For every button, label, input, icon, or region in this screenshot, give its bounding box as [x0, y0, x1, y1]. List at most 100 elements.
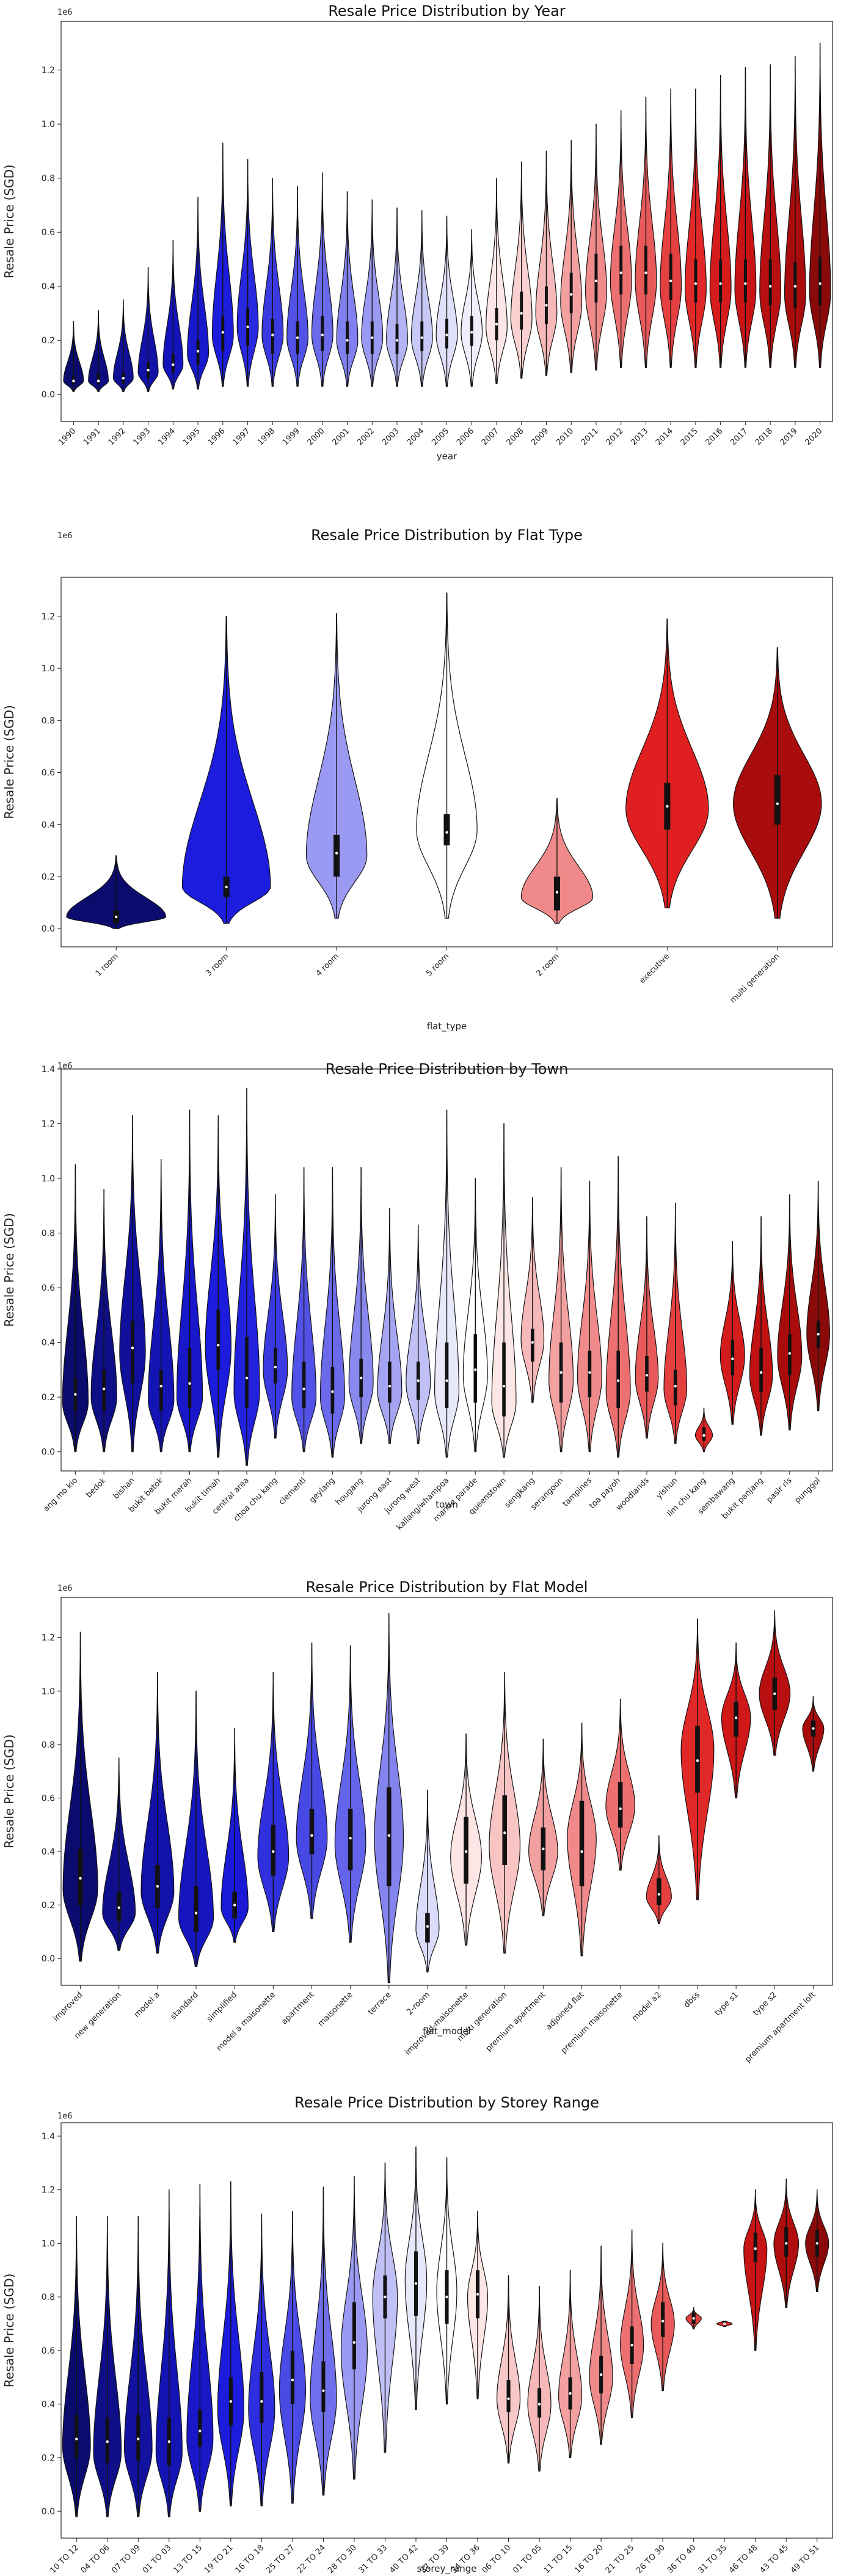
violin-median-20 [545, 304, 548, 307]
violin-median-11 [321, 334, 324, 337]
violin-box-2 [97, 373, 100, 384]
x-tick-label: dbss [682, 1990, 702, 2010]
violin-box-17 [531, 1329, 534, 1362]
violin-box-10 [352, 2302, 356, 2370]
violin-median-16 [657, 1892, 661, 1896]
violin-box-22 [594, 254, 598, 303]
violin-median-7 [776, 802, 779, 805]
x-tick-label: clementi [277, 1476, 308, 1506]
violin-median-4 [445, 831, 448, 834]
y-tick-label: 1.0 [42, 1174, 55, 1184]
violin-median-2 [102, 1387, 106, 1390]
x-tick-label: 2001 [330, 426, 351, 447]
chart-panel-1: Resale Price Distribution by Year 1e6 0.0 0… [2, 2, 833, 462]
violin-median-31 [818, 282, 822, 285]
x-tick-label: 1992 [107, 426, 128, 447]
violin-box-15 [420, 321, 424, 351]
violin-median-28 [744, 282, 747, 285]
violin-median-9 [322, 2389, 325, 2392]
x-tick-label: 43 TO 45 [758, 2543, 790, 2575]
x-tick-label: 1998 [256, 426, 277, 447]
x-tick-label: simplified [205, 1990, 239, 2024]
violin-median-20 [616, 1379, 620, 1382]
x-tick-label: 26 TO 30 [635, 2543, 667, 2575]
violin-median-21 [570, 293, 573, 296]
x-tick-label: 2004 [406, 426, 426, 447]
violin-box-20 [616, 1351, 620, 1409]
violin-median-4 [147, 368, 150, 372]
violin-box-28 [743, 259, 747, 303]
violin-box-8 [290, 2350, 294, 2404]
violin-median-24 [785, 2242, 788, 2245]
violin-median-9 [302, 1387, 305, 1390]
violin-box-3 [333, 834, 340, 877]
violin-box-5 [188, 1348, 192, 1409]
violin-median-5 [233, 1903, 236, 1906]
violin-median-19 [630, 2343, 633, 2347]
x-tick-label: 2008 [505, 426, 526, 447]
violin-median-24 [731, 1357, 734, 1360]
violin-box-2 [102, 1370, 106, 1411]
violin-box-14 [395, 324, 399, 354]
x-tick-label: 2-room [405, 1990, 432, 2017]
violin-median-26 [694, 282, 698, 285]
y-tick-label: 0.8 [42, 174, 55, 184]
violin-median-1 [75, 2437, 78, 2440]
x-tick-label: 49 TO 51 [789, 2543, 822, 2575]
y-tick-label: 1.0 [42, 120, 55, 130]
x-tick-label: 40 TO 42 [388, 2543, 420, 2575]
violin-box-22 [673, 1370, 677, 1406]
violin-median-16 [502, 1385, 506, 1388]
violin-median-3 [156, 1885, 159, 1888]
x-tick-label: 2003 [381, 426, 401, 447]
x-tick-label: 28 TO 30 [326, 2543, 359, 2575]
y-tick-label: 1.2 [42, 612, 55, 622]
violin-box-7 [309, 1808, 315, 1855]
violin-median-17 [470, 330, 473, 334]
y-axis-multiplier: 1e6 [57, 531, 73, 541]
y-tick-label: 1.0 [42, 664, 55, 674]
violin-median-13 [371, 336, 374, 340]
violin-box-9 [271, 318, 274, 354]
violin-median-6 [229, 2400, 233, 2403]
violin-median-27 [719, 282, 722, 285]
x-tick-label: model a [133, 1990, 162, 2020]
y-axis-multiplier: 1e6 [57, 2112, 73, 2121]
violin-median-12 [388, 1385, 392, 1388]
violin-median-22 [594, 279, 598, 283]
violin-box-12 [388, 1361, 392, 1403]
violin-box-8 [274, 1348, 277, 1384]
violin-box-1 [75, 2415, 79, 2458]
violin-median-20 [661, 2319, 665, 2322]
violin-median-6 [272, 1850, 275, 1853]
violin-median-18 [599, 2373, 603, 2376]
violin-median-10 [352, 2341, 356, 2344]
x-tick-label: 1993 [131, 426, 152, 447]
violin-box-16 [445, 318, 448, 349]
violin-median-2 [225, 885, 228, 889]
x-tick-label: executive [638, 952, 671, 985]
violin-median-7 [245, 1376, 249, 1380]
x-tick-label: 2002 [355, 426, 376, 447]
y-axis-label: Resale Price (SGD) [2, 164, 16, 279]
x-tick-label: 46 TO 48 [727, 2543, 760, 2575]
violin-median-7 [221, 330, 225, 334]
violin-box-3 [131, 1320, 134, 1384]
violin-median-16 [445, 334, 448, 337]
violin-box-15 [618, 1782, 623, 1828]
violin-median-14 [445, 1379, 448, 1382]
x-tick-label: 11 TO 15 [542, 2543, 575, 2575]
x-tick-label: 1995 [181, 426, 202, 447]
violin-median-15 [507, 2397, 510, 2401]
violin-median-19 [588, 1371, 591, 1374]
y-axis-label: Resale Price (SGD) [2, 1213, 16, 1327]
y-tick-label: 0.6 [42, 1793, 55, 1803]
violin-box-6 [196, 340, 200, 365]
violin-box-25 [669, 254, 672, 300]
y-tick-label: 0.6 [42, 2346, 55, 2356]
violin-median-3 [131, 1346, 134, 1349]
violin-box-4 [194, 1886, 199, 1932]
violin-box-16 [502, 1342, 506, 1417]
violin-median-1 [79, 1877, 82, 1880]
chart-panel-3: Resale Price Distribution by Town1e60.00… [2, 1060, 833, 1532]
